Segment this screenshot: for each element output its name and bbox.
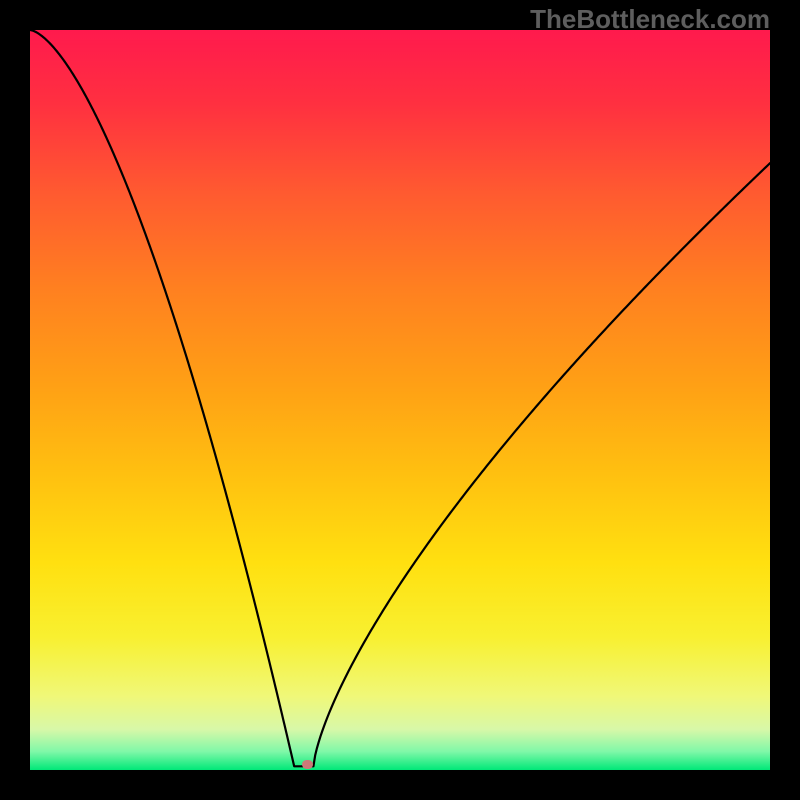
gradient-background	[30, 30, 770, 770]
plot-area	[30, 30, 770, 770]
chart-container: TheBottleneck.com	[0, 0, 800, 800]
plot-svg	[30, 30, 770, 770]
watermark-text: TheBottleneck.com	[530, 4, 770, 35]
optimum-marker	[302, 760, 314, 769]
